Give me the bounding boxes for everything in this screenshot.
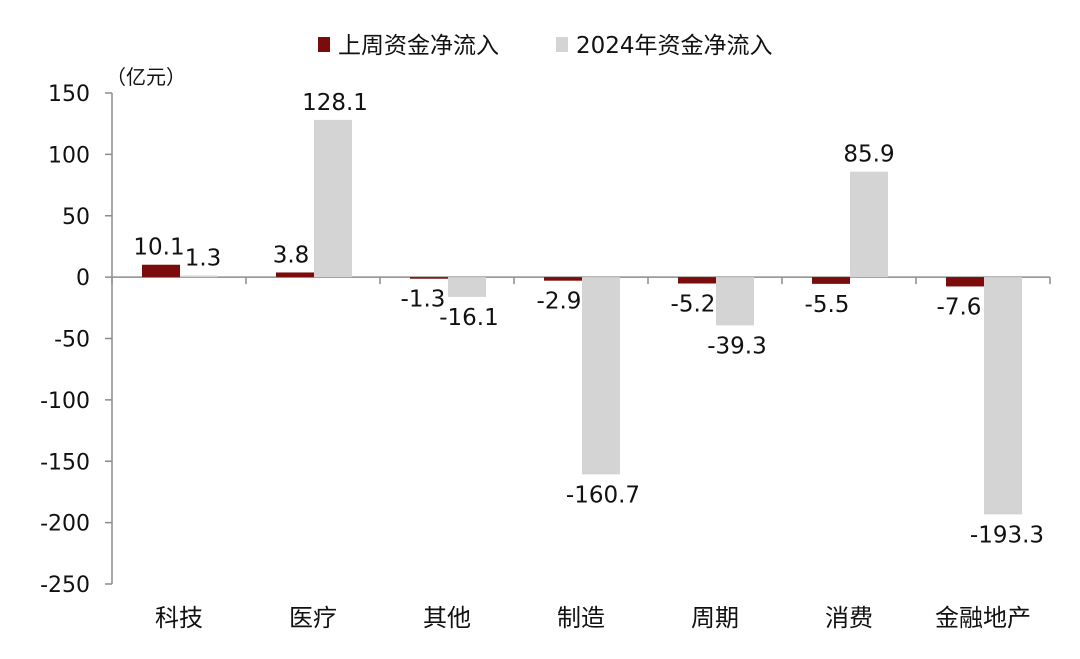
bar-last-week	[276, 272, 314, 278]
data-label-2024: 85.9	[843, 142, 894, 168]
legend-label-last-week: 上周资金净流入	[338, 33, 499, 59]
y-tick-label: -150	[40, 450, 90, 475]
y-tick-label: 0	[76, 266, 90, 291]
labels: 科技 医疗 其他 制造 周期 消费 金融地产 10.1 3.8 -1.3 -2.9 -5.2 -5.5 -…	[133, 90, 1044, 632]
category-label: 消费	[825, 604, 873, 632]
y-tick-label: 100	[48, 143, 90, 168]
data-label-last-week: -5.5	[805, 292, 850, 318]
bar-2024	[448, 277, 486, 297]
legend-swatch-last-week	[318, 37, 330, 52]
data-label-2024: 128.1	[302, 90, 368, 116]
data-label-last-week: 3.8	[273, 242, 310, 268]
y-tick-label: 50	[62, 205, 90, 230]
category-label: 其他	[423, 604, 471, 632]
category-label: 金融地产	[935, 604, 1031, 632]
bar-last-week	[678, 277, 716, 284]
data-label-last-week: -2.9	[537, 289, 582, 315]
data-label-2024: 1.3	[185, 246, 222, 272]
y-tick-label: 150	[48, 82, 90, 107]
data-label-2024: -39.3	[707, 333, 767, 359]
bar-last-week	[812, 277, 850, 284]
category-label: 医疗	[289, 604, 337, 632]
bars	[142, 119, 1022, 515]
y-tick-label: -50	[54, 328, 90, 353]
y-axis-unit-label: （亿元）	[106, 65, 186, 89]
bar-last-week	[410, 277, 448, 279]
data-label-2024: -193.3	[970, 522, 1044, 548]
data-label-last-week: -5.2	[671, 292, 716, 318]
data-label-2024: -16.1	[439, 305, 499, 331]
bar-2024	[850, 171, 888, 278]
legend-swatch-2024	[556, 37, 568, 52]
bar-2024	[984, 277, 1022, 515]
bar-2024	[314, 119, 352, 278]
bar-2024	[180, 275, 218, 278]
data-label-last-week: -7.6	[937, 294, 982, 320]
category-label: 周期	[691, 604, 739, 632]
bar-last-week	[946, 277, 984, 287]
bar-2024	[582, 277, 620, 475]
y-tick-label: -200	[40, 512, 90, 537]
data-label-2024: -160.7	[566, 482, 640, 508]
category-label: 科技	[155, 604, 203, 632]
legend: 上周资金净流入 2024年资金净流入	[318, 33, 773, 59]
y-tick-label: -100	[40, 389, 90, 414]
y-tick-label: -250	[40, 573, 90, 598]
bar-last-week	[544, 277, 582, 281]
bar-2024	[716, 277, 754, 326]
category-label: 制造	[557, 604, 605, 632]
axes: 150 100 50 0 -50 -100 -150 -200 -250	[40, 82, 1051, 598]
data-label-last-week: 10.1	[133, 235, 184, 261]
legend-label-2024: 2024年资金净流入	[576, 33, 773, 59]
data-label-last-week: -1.3	[401, 287, 446, 313]
bar-last-week	[142, 264, 180, 278]
